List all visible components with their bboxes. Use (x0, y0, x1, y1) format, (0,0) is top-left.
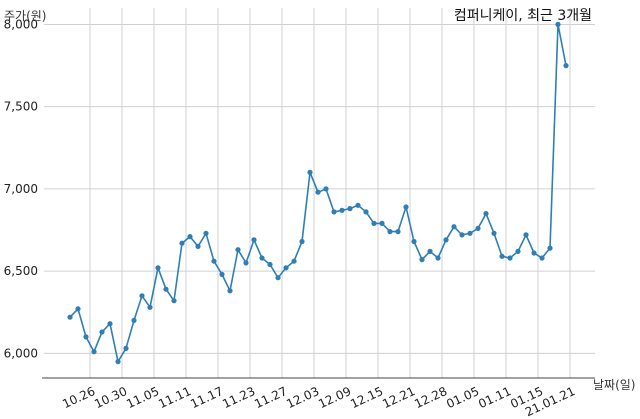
price-point (499, 253, 505, 259)
x-tick-label: 12.09 (316, 384, 353, 411)
price-point (419, 257, 425, 263)
price-point (307, 169, 313, 175)
price-point (411, 238, 417, 245)
price-point (547, 245, 553, 251)
price-point (243, 260, 249, 266)
x-tick-label: 01.11 (476, 384, 513, 411)
y-axis-label: 주가(원) (4, 9, 46, 23)
price-point (195, 243, 201, 249)
x-tick-label: 11.23 (220, 384, 257, 411)
price-point (331, 209, 337, 215)
price-point (539, 255, 545, 261)
x-tick-label: 10.26 (60, 384, 97, 411)
price-point (179, 240, 185, 246)
price-point (379, 220, 385, 226)
price-point (299, 238, 305, 245)
price-point (275, 275, 281, 281)
price-point (523, 232, 529, 238)
x-tick-label: 12.21 (380, 384, 417, 411)
price-point (83, 334, 89, 340)
price-point (555, 21, 561, 27)
x-tick-label: 12.03 (284, 384, 321, 411)
price-point (395, 229, 401, 235)
price-point (91, 349, 97, 355)
grid-lines (44, 8, 595, 378)
price-point (491, 230, 497, 236)
price-point (115, 359, 121, 365)
price-point (355, 202, 361, 208)
price-point (507, 255, 513, 261)
price-point (459, 232, 465, 238)
price-point (443, 237, 449, 243)
price-point (427, 248, 433, 254)
price-point (451, 224, 457, 230)
x-tick-labels: 10.2610.3011.0511.1111.1711.2311.2712.03… (60, 384, 577, 419)
x-tick-label: 10.30 (92, 384, 129, 411)
x-axis-label: 날짜(일) (593, 378, 635, 392)
price-point (435, 255, 441, 261)
price-point (403, 204, 409, 210)
x-tick-label: 11.11 (156, 384, 193, 411)
price-point (67, 314, 73, 320)
price-point (387, 229, 393, 235)
price-point (467, 230, 473, 236)
price-point (147, 304, 153, 310)
price-point (171, 298, 177, 304)
price-point (139, 293, 145, 299)
price-point (291, 258, 297, 264)
price-point (323, 186, 329, 192)
price-point (339, 207, 345, 213)
price-point (163, 286, 169, 292)
y-tick-label: 8,000 (4, 17, 38, 31)
price-point (107, 321, 113, 327)
y-tick-label: 6,500 (4, 264, 38, 278)
y-tick-label: 7,000 (4, 182, 38, 196)
price-point (251, 237, 257, 243)
price-point (283, 265, 289, 271)
price-point (267, 261, 273, 268)
price-point (363, 209, 369, 215)
y-tick-labels: 6,000 6,500 7,000 7,500 8,000 (4, 17, 38, 360)
price-point (131, 317, 137, 323)
price-point (187, 234, 193, 240)
price-point (235, 247, 241, 253)
price-point (347, 206, 353, 212)
price-point (155, 265, 161, 271)
y-tick-label: 7,500 (4, 100, 38, 114)
price-point (219, 271, 225, 277)
x-tick-label: 11.27 (252, 384, 289, 411)
price-point (515, 248, 521, 254)
price-points (67, 21, 569, 365)
x-tick-label: 01.05 (444, 384, 481, 411)
price-point (475, 225, 481, 231)
price-point (203, 230, 209, 236)
price-point (123, 345, 129, 351)
price-point (227, 288, 233, 294)
price-point (211, 258, 217, 264)
x-tick-label: 12.28 (412, 384, 449, 411)
price-point (371, 220, 377, 226)
x-tick-label: 11.05 (124, 384, 161, 411)
chart-title: 컴퍼니케이, 최근 3개월 (454, 8, 592, 24)
price-point (75, 306, 81, 312)
price-point (315, 189, 321, 195)
price-point (99, 329, 105, 335)
y-tick-label: 6,000 (4, 346, 38, 360)
x-tick-label: 11.17 (188, 384, 225, 411)
price-point (483, 211, 489, 217)
price-point (563, 63, 569, 69)
price-point (531, 250, 537, 256)
price-point (259, 255, 265, 261)
x-tick-label: 12.15 (348, 384, 385, 411)
